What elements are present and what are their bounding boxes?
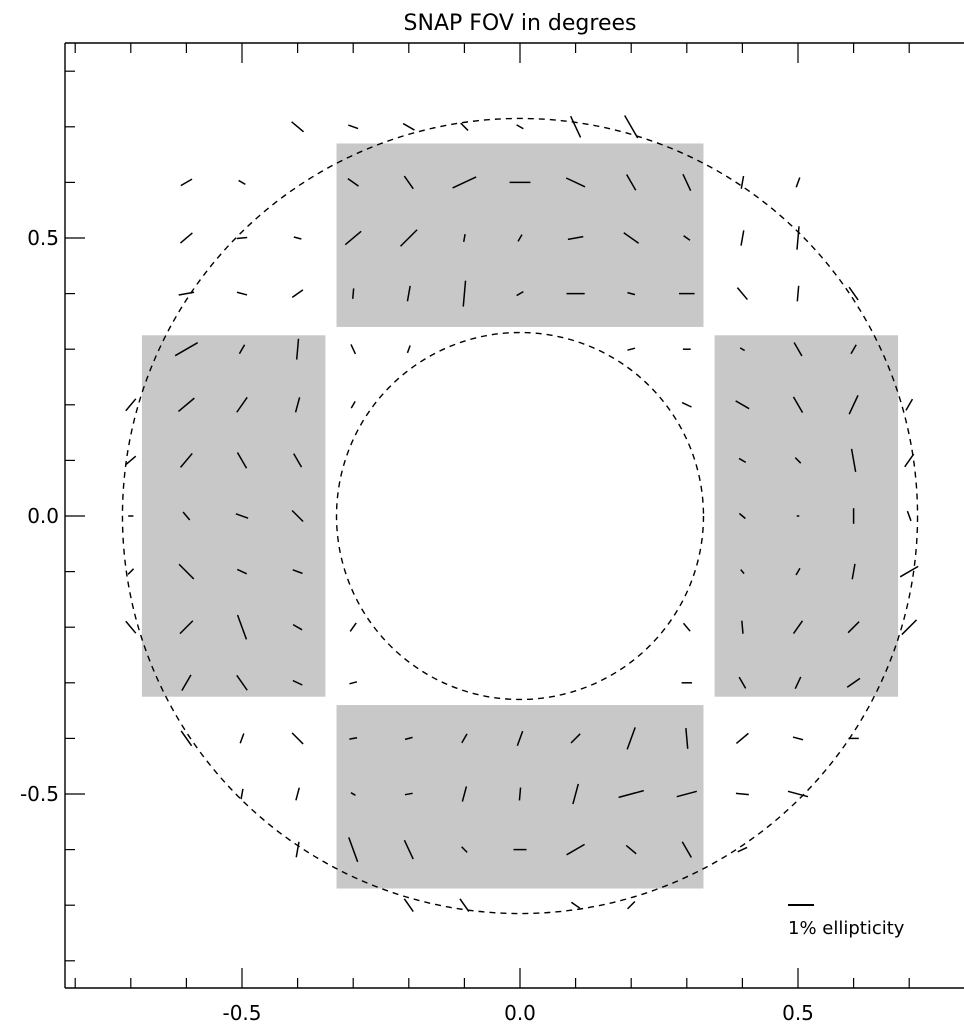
whisker-105: [849, 287, 858, 300]
detector-regions: [142, 143, 898, 888]
whisker-132: [241, 789, 243, 799]
whisker-99: [797, 226, 799, 249]
whisker-88: [517, 125, 524, 129]
detector-region-top: [337, 143, 704, 326]
whisker-112: [128, 569, 134, 575]
whisker-116: [351, 344, 355, 353]
whisker-89: [571, 116, 581, 137]
whisker-117: [407, 346, 410, 353]
whisker-100: [179, 292, 194, 295]
whisker-137: [738, 847, 747, 851]
whisker-128: [292, 733, 303, 744]
whisker-135: [788, 791, 808, 796]
whisker-91: [181, 179, 192, 186]
whisker-113: [900, 566, 918, 576]
whisker-140: [571, 902, 580, 908]
whisker-92: [239, 180, 246, 184]
whisker-98: [741, 230, 744, 245]
tick-labels: -0.5 0.0 0.5 -0.5 0.0 0.5: [20, 226, 814, 1025]
whisker-102: [292, 290, 303, 297]
whisker-96: [237, 238, 247, 239]
whisker-129: [736, 733, 748, 743]
whisker-121: [682, 403, 691, 407]
whisker-14: [353, 288, 354, 298]
whisker-124: [349, 682, 357, 684]
whisker-123: [683, 623, 690, 631]
legend-label: 1% ellipticity: [788, 918, 905, 939]
whisker-87: [461, 123, 468, 130]
x-tick-label: 0.5: [782, 1001, 814, 1025]
whisker-93: [741, 176, 743, 189]
whisker-111: [907, 511, 911, 521]
whisker-122: [350, 623, 356, 632]
whisker-97: [294, 237, 302, 239]
x-tick-label: 0.0: [504, 1001, 536, 1025]
whisker-118: [627, 348, 635, 350]
whisker-115: [902, 620, 917, 635]
whisker-104: [797, 286, 798, 302]
whisker-141: [628, 902, 635, 909]
y-tick-label: 0.0: [27, 504, 59, 528]
inner-fov-circle: [337, 333, 704, 700]
whisker-86: [403, 124, 414, 131]
whisker-94: [796, 178, 800, 188]
y-tick-label: 0.5: [27, 226, 59, 250]
whisker-127: [240, 734, 244, 744]
chart-title: SNAP FOV in degrees: [404, 11, 637, 36]
whisker-138: [404, 899, 413, 912]
whisker-95: [180, 233, 192, 243]
whisker-107: [906, 399, 913, 410]
whisker-134: [736, 793, 749, 794]
whisker-84: [292, 122, 304, 132]
whisker-106: [126, 399, 136, 411]
whisker-133: [296, 788, 299, 801]
whisker-120: [351, 401, 355, 408]
whisker-103: [737, 288, 747, 300]
x-tick-label: -0.5: [222, 1001, 261, 1025]
whisker-101: [237, 292, 247, 295]
whisker-114: [126, 621, 136, 633]
whisker-109: [905, 454, 914, 467]
y-tick-label: -0.5: [20, 782, 59, 806]
whisker-108: [126, 456, 136, 464]
whisker-130: [793, 737, 803, 740]
whisker-85: [348, 125, 358, 129]
legend: 1% ellipticity: [788, 905, 905, 939]
